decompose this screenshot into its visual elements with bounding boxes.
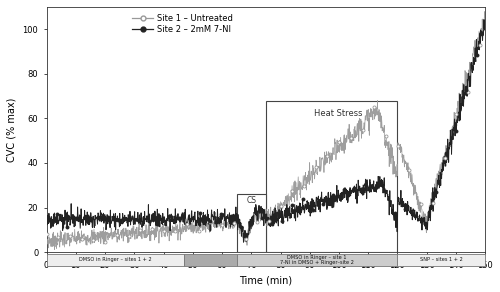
Text: DMSO in Ringer – site 1
7-NI in DMSO + Ringer–site 2: DMSO in Ringer – site 1 7-NI in DMSO + R… xyxy=(280,255,354,265)
Bar xyxy=(236,254,398,266)
Bar xyxy=(46,254,184,266)
Bar xyxy=(236,194,266,252)
Text: CS: CS xyxy=(246,197,256,206)
Y-axis label: CVC (% max): CVC (% max) xyxy=(7,97,17,162)
Bar xyxy=(266,100,398,252)
Text: DMSO in Ringer – sites 1 + 2: DMSO in Ringer – sites 1 + 2 xyxy=(79,258,152,263)
Bar xyxy=(184,254,236,266)
Text: SNP – sites 1 + 2: SNP – sites 1 + 2 xyxy=(420,258,463,263)
X-axis label: Time (min): Time (min) xyxy=(240,275,292,285)
Bar xyxy=(398,254,485,266)
Legend: Site 1 – Untreated, Site 2 – 2mM 7-NI: Site 1 – Untreated, Site 2 – 2mM 7-NI xyxy=(130,11,236,36)
Text: Heat Stress: Heat Stress xyxy=(314,110,362,119)
